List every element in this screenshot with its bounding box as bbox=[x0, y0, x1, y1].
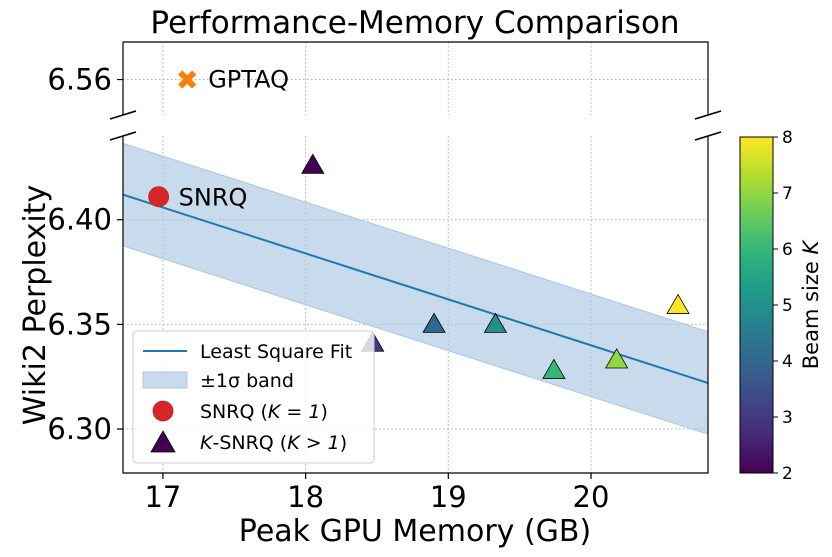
legend-snrq-marker bbox=[152, 400, 174, 422]
legend-band-label: ±1σ band bbox=[200, 370, 294, 392]
colorbar-ticks: 2 3 4 5 6 7 8 bbox=[773, 128, 793, 484]
legend-box bbox=[132, 330, 375, 464]
legend-ksnrq-marker bbox=[150, 430, 176, 453]
x-tick-label: 18 bbox=[287, 480, 324, 514]
x-tick-label: 19 bbox=[430, 480, 467, 514]
ksnrq-point bbox=[604, 348, 629, 369]
colorbar-tick-label: 6 bbox=[782, 240, 793, 260]
x-tick-label: 20 bbox=[573, 480, 610, 514]
colorbar-tick-label: 2 bbox=[782, 464, 793, 484]
ksnrq-points bbox=[301, 153, 690, 379]
top-panel-frame bbox=[122, 41, 709, 115]
x-axis-label: Peak GPU Memory (GB) bbox=[239, 514, 591, 549]
colorbar-tick-label: 3 bbox=[782, 408, 793, 428]
colorbar-tick-label: 8 bbox=[782, 128, 793, 148]
chart-title: Performance-Memory Comparison bbox=[150, 5, 679, 41]
snrq-label: SNRQ bbox=[179, 184, 248, 212]
grid-top bbox=[123, 42, 708, 115]
y-tick-label: 6.56 bbox=[47, 63, 112, 97]
ksnrq-point bbox=[422, 312, 446, 333]
ksnrq-point bbox=[666, 293, 690, 314]
y-tick-label: 6.30 bbox=[47, 412, 112, 446]
legend-band-swatch bbox=[142, 371, 188, 389]
y-axis-top-ticks: 6.56 bbox=[47, 63, 123, 97]
legend-fit-label: Least Square Fit bbox=[200, 341, 352, 363]
colorbar-tick-label: 7 bbox=[782, 184, 793, 204]
y-tick-label: 6.40 bbox=[47, 203, 112, 237]
colorbar bbox=[739, 136, 774, 474]
legend-ksnrq-label: K-SNRQ (K > 1) bbox=[200, 432, 347, 454]
y-axis-label: Wiki2 Perplexity bbox=[18, 185, 53, 425]
colorbar-tick-label: 5 bbox=[782, 296, 793, 316]
axis-break-mark bbox=[694, 110, 722, 120]
axis-break-mark bbox=[109, 131, 137, 141]
colorbar-tick-label: 4 bbox=[782, 352, 793, 372]
ksnrq-point bbox=[301, 153, 325, 174]
gptaq-x-mark bbox=[178, 70, 197, 89]
y-axis-bottom-ticks: 6.30 6.35 6.40 bbox=[47, 203, 123, 446]
ksnrq-point bbox=[542, 358, 566, 379]
bottom-panel-frame bbox=[122, 136, 709, 474]
colorbar-label: Beam size K bbox=[799, 239, 823, 370]
gptaq-point bbox=[178, 70, 197, 89]
axis-break-mark bbox=[694, 131, 722, 141]
legend-snrq-label: SNRQ (K = 1) bbox=[200, 401, 328, 423]
axis-break-mark bbox=[109, 110, 137, 120]
ksnrq-point bbox=[483, 312, 508, 333]
snrq-point bbox=[148, 186, 170, 208]
least-square-fit-line bbox=[123, 193, 708, 384]
legend: Least Square Fit ±1σ band SNRQ (K = 1) K… bbox=[132, 330, 375, 464]
x-axis-ticks: 17 18 19 20 bbox=[144, 473, 609, 514]
gptaq-label: GPTAQ bbox=[208, 66, 289, 94]
x-tick-label: 17 bbox=[144, 480, 181, 514]
y-tick-label: 6.35 bbox=[47, 307, 112, 341]
